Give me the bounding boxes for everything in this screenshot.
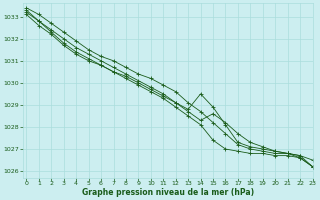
X-axis label: Graphe pression niveau de la mer (hPa): Graphe pression niveau de la mer (hPa) bbox=[82, 188, 254, 197]
